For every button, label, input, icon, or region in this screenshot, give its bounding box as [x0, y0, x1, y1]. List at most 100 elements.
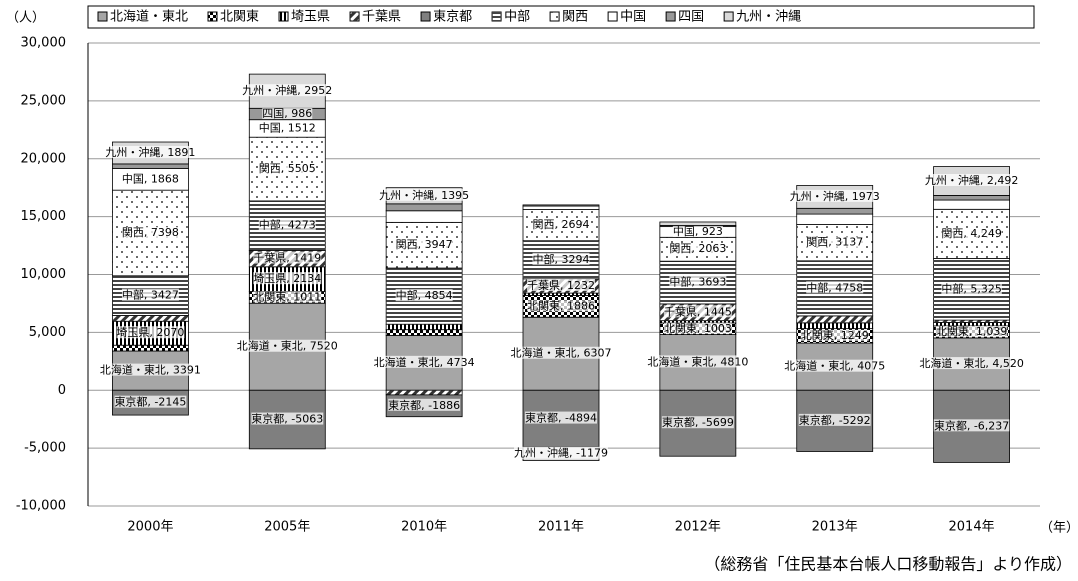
segment [112, 344, 189, 352]
label-bg [121, 288, 179, 301]
data-label: 中部, 5,325 [941, 281, 1001, 295]
bar-segment [385, 203, 463, 212]
legend-label: 北関東 [220, 9, 259, 25]
legend-label: 東京都 [433, 9, 472, 25]
label-bg [669, 275, 727, 288]
y-tick-label: 30,000 [21, 36, 67, 51]
x-tick-label: 2011年 [538, 520, 584, 535]
segment [385, 329, 463, 336]
label-bg [510, 346, 612, 359]
x-tick-label: 2012年 [675, 520, 721, 535]
y-axis-title: （人） [6, 11, 45, 26]
y-tick-label: 15,000 [21, 209, 67, 224]
segment [522, 205, 600, 210]
label-bg [527, 300, 595, 312]
bar-segment [385, 323, 463, 331]
label-bg [236, 339, 338, 352]
legend-swatch [607, 11, 618, 22]
bar-segment [112, 344, 189, 352]
label-bg [919, 357, 1024, 370]
label-bg [99, 363, 201, 376]
segment [385, 389, 463, 396]
bar-segment [112, 315, 189, 322]
label-bg [258, 163, 316, 175]
data-label: 関西, 7398 [122, 226, 179, 239]
segment [385, 210, 463, 223]
data-label: 北海道・東北, 3391 [100, 363, 201, 377]
data-label: 関西, 2063 [669, 242, 726, 255]
label-bg [373, 355, 475, 368]
label-bg [800, 329, 869, 341]
label-bg [253, 272, 322, 285]
data-label: 四国, 986 [262, 107, 312, 120]
data-label: 中国, 923 [673, 225, 723, 238]
legend-label: 中国 [620, 10, 646, 25]
legend-swatch [723, 11, 734, 22]
label-bg [242, 84, 333, 97]
x-tick-label: 2010年 [401, 520, 447, 535]
label-bg [395, 289, 453, 302]
bar-segment [522, 205, 600, 210]
legend-label: 関西 [562, 10, 588, 25]
segment [796, 207, 874, 215]
label-bg [514, 446, 608, 459]
data-label: 中部, 4758 [806, 280, 863, 294]
label-bg [105, 145, 196, 158]
data-label: 関西, 5505 [259, 162, 316, 175]
data-label: 中国, 1512 [259, 121, 316, 134]
label-bg [784, 359, 886, 372]
bar-segment [385, 210, 463, 223]
data-label: 北海道・東北, 4810 [647, 354, 748, 368]
data-label: 北関東, 1003 [664, 322, 732, 335]
y-tick-label: 10,000 [21, 267, 67, 282]
data-label: 東京都, -1886 [388, 398, 460, 412]
data-label: 東京都, -5699 [662, 415, 734, 429]
data-label: 埼玉県, 2134 [253, 271, 321, 285]
y-tick-label: 5,000 [29, 325, 66, 340]
data-label: 中部, 3427 [122, 288, 179, 302]
x-tick-label: 2005年 [264, 520, 310, 535]
label-bg [672, 225, 723, 237]
data-label: 千葉県, 1232 [527, 278, 595, 292]
data-label: 関西, 2694 [533, 218, 590, 231]
label-bg [388, 398, 461, 411]
data-label: 関西, 4,249 [941, 227, 1001, 240]
legend-box [87, 5, 1035, 29]
label-bg [253, 291, 322, 303]
bar-segment [796, 213, 874, 225]
legend-pattern [550, 12, 560, 21]
label-bg [661, 416, 734, 429]
legend-pattern [492, 12, 502, 21]
data-label: 中部, 3294 [533, 252, 590, 266]
data-label: 北海道・東北, 4075 [784, 359, 885, 373]
segment [112, 163, 189, 169]
segment [796, 315, 874, 324]
bar-segment [112, 163, 189, 169]
legend-label: 四国 [678, 10, 704, 25]
label-bg [121, 173, 179, 185]
data-label: 千葉県, 1445 [664, 304, 732, 318]
legend-pattern [208, 12, 218, 21]
segment [385, 203, 463, 212]
data-label: 九州・沖縄, 1891 [105, 145, 195, 159]
label-bg [933, 419, 1010, 432]
label-bg [663, 322, 732, 334]
segment [933, 195, 1010, 201]
legend-swatch [665, 11, 676, 22]
x-tick-label: 2014年 [949, 520, 995, 535]
legend-label: 中部 [504, 10, 530, 25]
legend-label: 九州・沖縄 [736, 10, 801, 25]
segment [796, 213, 874, 225]
label-bg [114, 395, 187, 408]
y-tick-label: 20,000 [21, 151, 67, 166]
data-label: 中部, 4854 [396, 288, 453, 302]
data-label: 九州・沖縄, 1395 [379, 188, 469, 202]
label-bg [395, 239, 453, 251]
x-axis-title: （年） [1040, 521, 1078, 536]
data-label: 北関東, 1011 [253, 290, 321, 303]
data-label: 関西, 3137 [806, 236, 863, 249]
label-bg [251, 412, 324, 425]
label-bg [806, 281, 864, 294]
y-tick-label: -10,000 [16, 499, 66, 514]
legend-pattern [279, 12, 289, 21]
